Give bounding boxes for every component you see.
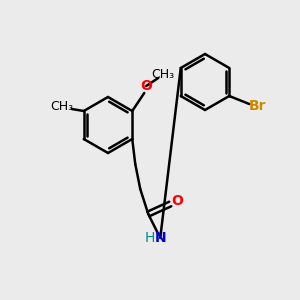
Text: CH₃: CH₃ xyxy=(50,100,73,112)
Text: N: N xyxy=(154,231,166,245)
Text: O: O xyxy=(171,194,183,208)
Text: H: H xyxy=(145,231,155,245)
Text: Br: Br xyxy=(248,99,266,113)
Text: O: O xyxy=(140,79,152,93)
Text: CH₃: CH₃ xyxy=(152,68,175,80)
